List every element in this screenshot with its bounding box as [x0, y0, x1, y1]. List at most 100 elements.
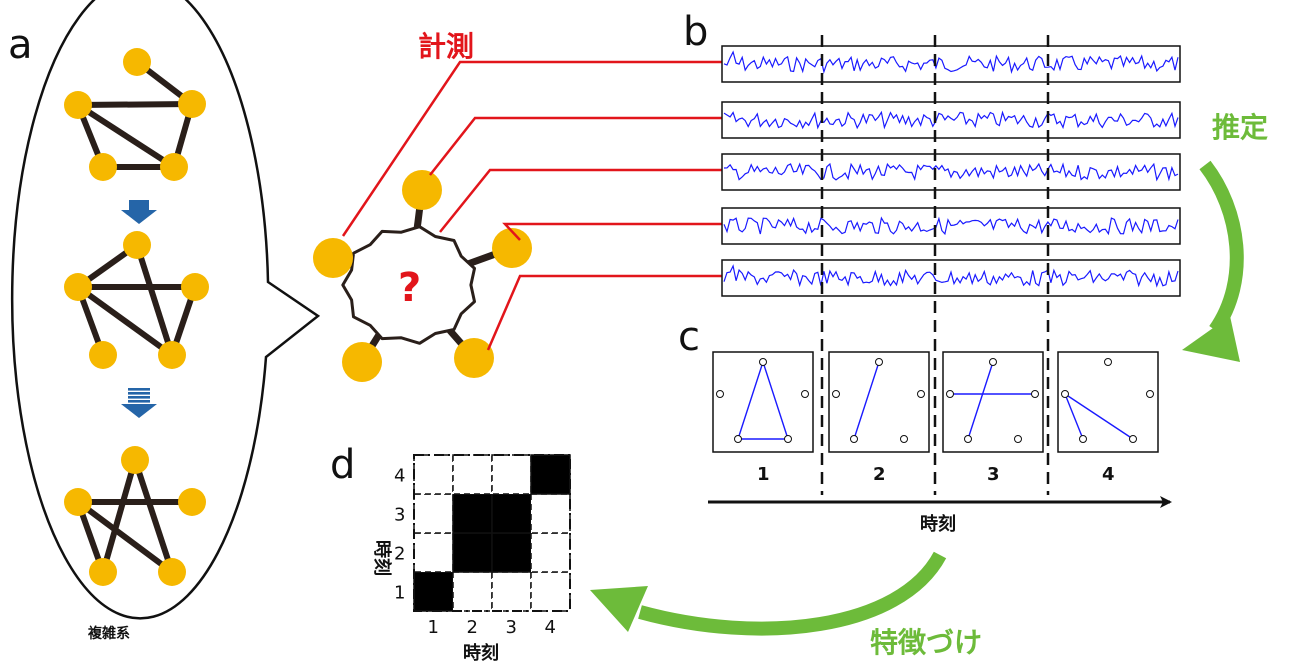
- estimate-arrow-shaft: [1199, 160, 1244, 335]
- network-node: [178, 488, 206, 516]
- measured-node: [342, 342, 382, 382]
- window-1: 1: [712, 351, 814, 485]
- matrix-cell: [413, 571, 454, 612]
- signal-box: [721, 259, 1181, 297]
- panel-b-letter: b: [683, 9, 708, 55]
- matrix-cell: [413, 532, 454, 573]
- stage-arrow-1: [121, 200, 157, 224]
- network-stage-2: [64, 231, 209, 369]
- window-node: [734, 435, 742, 443]
- panel-a-letter: a: [8, 22, 33, 68]
- window-node: [784, 435, 792, 443]
- matrix-ytick: 2: [394, 544, 405, 565]
- measurement-line: [502, 222, 722, 241]
- signal-trace: [723, 216, 1179, 236]
- window-node: [1129, 435, 1137, 443]
- measured-node: [313, 238, 353, 278]
- window-separators: [820, 35, 1050, 495]
- network-node: [123, 48, 151, 76]
- matrix-cell: [530, 454, 571, 495]
- measurement-line: [486, 274, 722, 351]
- window-label: 1: [757, 464, 770, 485]
- measure-label: 計測: [418, 30, 474, 63]
- network-edge: [100, 459, 138, 573]
- matrix-xtick: 4: [545, 617, 556, 638]
- panel-c-xlabel: 時刻: [920, 513, 956, 535]
- measurement-line: [341, 60, 722, 237]
- signal-box: [721, 45, 1181, 83]
- network-node: [160, 153, 188, 181]
- window-box: [828, 351, 930, 453]
- signal-trace: [723, 110, 1179, 130]
- window-label: 2: [873, 464, 886, 485]
- window-node: [850, 435, 858, 443]
- window-4: 4: [1057, 351, 1159, 485]
- matrix-cell: [491, 493, 532, 534]
- stage-arrow-2: [121, 388, 157, 418]
- matrix-ytick: 1: [394, 583, 405, 604]
- matrix-ytick: 3: [394, 505, 405, 526]
- window-edge: [1064, 393, 1134, 440]
- window-node: [1146, 390, 1154, 398]
- window-label: 4: [1102, 464, 1115, 485]
- window-node: [1104, 358, 1112, 366]
- signal-trace: [723, 264, 1179, 288]
- network-stage-3: [64, 446, 206, 586]
- panel-d-xlabel: 時刻: [463, 642, 499, 664]
- matrix-cell: [530, 532, 571, 573]
- network-node: [123, 231, 151, 259]
- window-edge: [853, 361, 880, 440]
- window-node: [1014, 435, 1022, 443]
- window-node: [900, 435, 908, 443]
- window-box: [1057, 351, 1159, 453]
- estimate-label: 推定: [1212, 111, 1268, 144]
- network-stage-1: [64, 48, 206, 181]
- window-edge: [967, 361, 994, 440]
- characterize-arrow-shaft: [638, 551, 947, 636]
- signal-box: [721, 153, 1181, 191]
- network-node: [121, 446, 149, 474]
- window-node: [1079, 435, 1087, 443]
- network-node: [64, 91, 92, 119]
- window-3: 3: [942, 351, 1044, 485]
- matrix-cell: [413, 493, 454, 534]
- network-edge: [132, 459, 175, 573]
- window-node: [1031, 390, 1039, 398]
- unknown-cloud: [341, 225, 476, 345]
- matrix-cell: [452, 454, 493, 495]
- signal-channel-2: [429, 101, 1181, 176]
- panel-b-signals: [341, 45, 1181, 351]
- matrix-ytick: 4: [394, 466, 405, 487]
- window-edge: [737, 361, 764, 440]
- measured-network: ?: [313, 170, 532, 382]
- characterize-arrow-head: [590, 586, 648, 632]
- window-node: [989, 358, 997, 366]
- window-edge: [1064, 393, 1084, 440]
- network-edge: [76, 499, 174, 575]
- network-node: [89, 341, 117, 369]
- window-node: [716, 390, 724, 398]
- network-edge: [76, 284, 174, 358]
- network-edge: [134, 244, 175, 356]
- window-node: [917, 390, 925, 398]
- matrix-xtick: 2: [467, 617, 478, 638]
- complex-system-caption: 複雑系: [87, 625, 130, 642]
- measurement-line: [429, 116, 722, 176]
- matrix-cell: [530, 571, 571, 612]
- matrix-cell: [452, 493, 493, 534]
- panel-c-windows: 1 2 3 4: [712, 351, 1159, 485]
- estimate-arrow-head: [1182, 316, 1240, 362]
- network-node: [89, 153, 117, 181]
- panel-c-letter: c: [678, 314, 700, 360]
- signal-trace: [723, 50, 1179, 74]
- network-edge: [77, 101, 193, 108]
- panel-a-speech-bubble: [10, 0, 321, 620]
- window-label: 3: [987, 464, 1000, 485]
- signal-trace: [723, 162, 1179, 182]
- matrix-cell: [452, 532, 493, 573]
- signal-box: [721, 101, 1181, 139]
- matrix-border: [413, 454, 571, 612]
- network-node: [158, 341, 186, 369]
- measured-node: [402, 170, 442, 210]
